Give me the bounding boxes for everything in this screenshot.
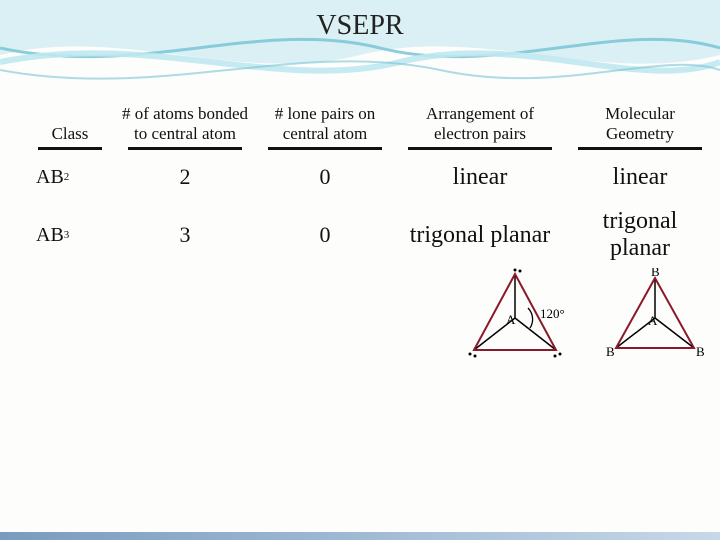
cell-arrangement: linear <box>400 148 560 206</box>
angle-label: 120° <box>540 306 565 321</box>
cell-class: AB3 <box>30 206 110 264</box>
trigonal-diagram-atoms: A B B B <box>600 268 710 363</box>
class-base: AB <box>36 166 64 189</box>
vsepr-table: Class # of atoms bonded to central atom … <box>30 82 720 264</box>
cell-lone: 0 <box>260 148 390 206</box>
class-sub: 2 <box>64 171 70 183</box>
atom-outer-label: B <box>651 268 660 279</box>
header-geometry: Molecular Geometry <box>570 82 710 148</box>
cell-lone: 0 <box>260 206 390 264</box>
header-class: Class <box>30 82 110 148</box>
class-base: AB <box>36 224 64 247</box>
header-bonded: # of atoms bonded to central atom <box>120 82 250 148</box>
page-title: VSEPR <box>0 0 720 42</box>
atom-outer-label: B <box>696 344 705 359</box>
cell-bonded: 3 <box>120 206 250 264</box>
header-arrangement: Arrangement of electron pairs <box>400 82 560 148</box>
class-sub: 3 <box>64 229 70 241</box>
cell-bonded: 2 <box>120 148 250 206</box>
atom-outer-label: B <box>606 344 615 359</box>
cell-geometry: linear <box>570 148 710 206</box>
atom-center-label: A <box>648 313 658 328</box>
trigonal-diagrams: A 120° A B B B <box>460 268 710 363</box>
header-lone: # lone pairs on central atom <box>260 82 390 148</box>
atom-center-label: A <box>506 312 516 327</box>
trigonal-diagram-angle: A 120° <box>460 268 580 363</box>
cell-class: AB2 <box>30 148 110 206</box>
cell-geometry: trigonal planar <box>570 206 710 264</box>
cell-arrangement: trigonal planar <box>400 206 560 264</box>
